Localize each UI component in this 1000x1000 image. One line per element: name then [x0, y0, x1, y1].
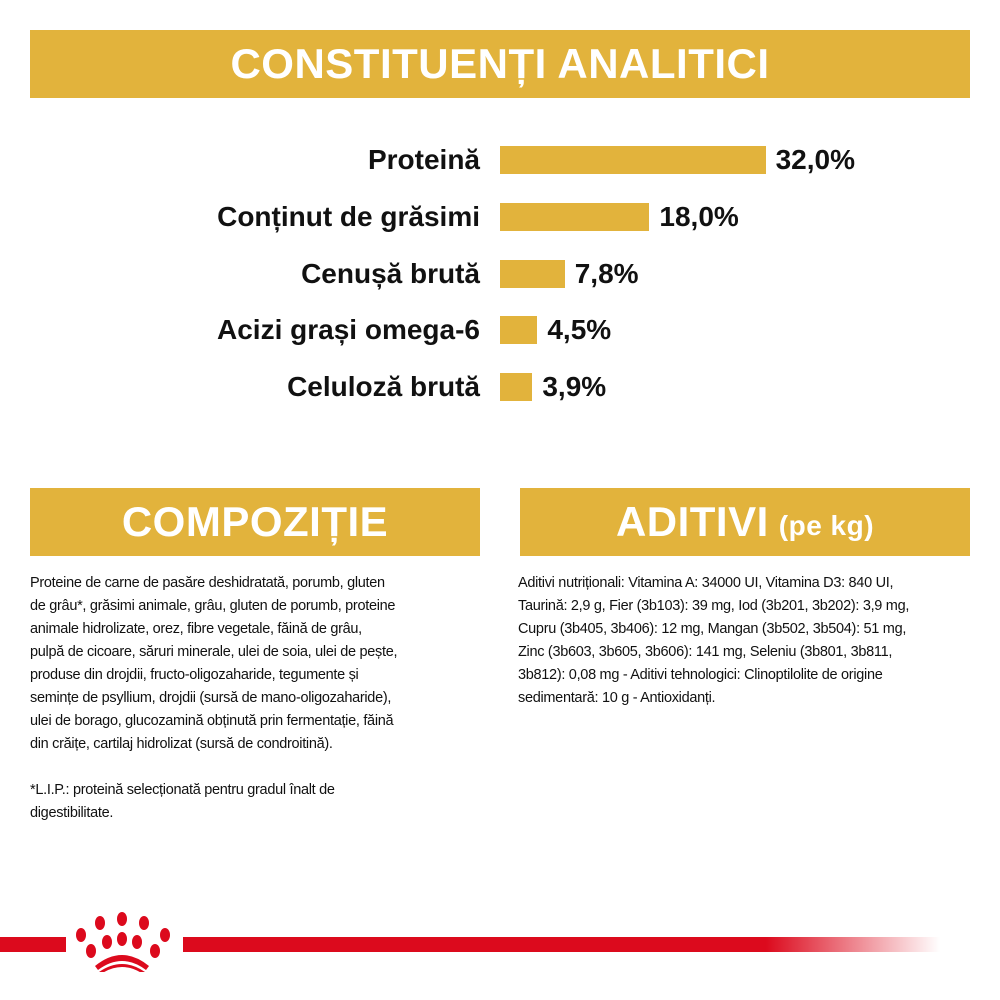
bar-label: Proteină	[367, 144, 480, 175]
bar	[500, 202, 650, 231]
text-line: Proteine de carne de pasăre deshidratată…	[30, 575, 385, 591]
bar	[500, 259, 565, 288]
bar-value-label: 18,0%	[659, 200, 739, 232]
bar-value-label: 32,0%	[775, 144, 855, 175]
brand-line-right	[183, 937, 940, 952]
text-line: ulei de borago, glucozamină obținută pri…	[30, 713, 394, 729]
header-title: ADITIVI	[615, 498, 769, 545]
bar	[500, 373, 533, 402]
text-line: Zinc (3b603, 3b605, 3b606): 141 mg, Sele…	[518, 644, 893, 660]
text-line: semințe de psyllium, drojdii (sursă de m…	[30, 690, 392, 706]
text-line: sedimentară: 10 g - Antioxidanți.	[518, 690, 716, 706]
text-line: pulpă de cicoare, săruri minerale, ulei …	[30, 644, 398, 660]
additives-text: Aditivi nutriționali: Vitamina A: 34000 …	[518, 572, 909, 710]
analytic-constituents-header: CONSTITUENȚI ANALITICI	[30, 30, 970, 98]
composition-header: COMPOZIȚIE	[30, 488, 480, 556]
bar	[500, 146, 766, 174]
header-title: CONSTITUENȚI ANALITICI	[230, 40, 770, 87]
text-line: 3b812): 0,08 mg - Aditivi tehnologici: C…	[518, 667, 883, 683]
bar	[500, 316, 538, 345]
text-line: de grâu*, grăsimi animale, grâu, gluten …	[30, 598, 396, 614]
text-line: produse din drojdii, fructo-oligozaharid…	[30, 667, 359, 683]
text-line: digestibilitate.	[30, 805, 114, 821]
header-unit: (pe kg)	[778, 510, 875, 541]
text-line: Taurină: 2,9 g, Fier (3b103): 39 mg, Iod…	[518, 598, 910, 614]
header-title: COMPOZIȚIE	[121, 498, 389, 545]
bar-label: Cenușă brută	[301, 257, 480, 289]
bar-label: Celuloză brută	[287, 371, 480, 403]
text-line: *L.I.P.: proteină selecționată pentru gr…	[30, 782, 335, 798]
bar-label: Acizi grași omega-6	[217, 314, 480, 346]
text-line: Aditivi nutriționali: Vitamina A: 34000 …	[518, 575, 894, 591]
text-line: din crăițe, cartilaj hidrolizat (sursă d…	[30, 736, 333, 752]
additives-header: ADITIVI (pe kg)	[520, 488, 970, 556]
bar-label: Conținut de grăsimi	[217, 200, 480, 232]
composition-text: Proteine de carne de pasăre deshidratată…	[30, 572, 397, 825]
bar-value-label: 4,5%	[547, 314, 612, 346]
brand-line-left	[0, 937, 66, 952]
royal-crown-paw-icon	[76, 912, 170, 972]
bar-value-label: 3,9%	[542, 371, 607, 403]
text-line	[30, 756, 397, 779]
bar-value-label: 7,8%	[574, 257, 639, 289]
text-line: animale hidrolizate, orez, fibre vegetal…	[30, 621, 362, 637]
text-line: Cupru (3b405, 3b406): 12 mg, Mangan (3b5…	[518, 621, 907, 637]
